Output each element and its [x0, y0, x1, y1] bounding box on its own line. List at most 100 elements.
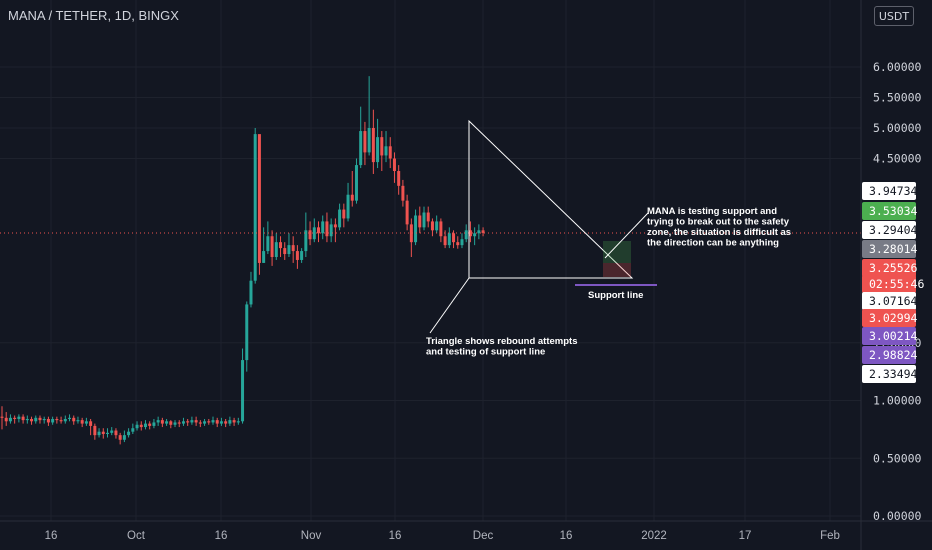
long-position-target-zone	[603, 241, 631, 263]
candle-body	[266, 236, 270, 252]
annotation-leader-line	[429, 277, 470, 334]
x-tick-label: Feb	[820, 530, 840, 542]
candle-body	[160, 420, 164, 424]
candle-body	[177, 422, 181, 424]
candle-body	[241, 360, 245, 422]
candle-body	[376, 137, 380, 163]
price-label-value: 2.33494	[869, 367, 918, 381]
candle-body	[76, 420, 80, 422]
candle-body	[55, 418, 59, 421]
annotation-text: trying to break out to the safety	[647, 217, 790, 228]
candle-body	[249, 280, 253, 305]
y-tick-label: 5.00000	[873, 121, 922, 135]
candle-body	[207, 421, 211, 423]
candle-body	[101, 431, 105, 434]
candle-body	[97, 431, 101, 436]
candle-body	[93, 425, 97, 436]
candle-body	[46, 418, 50, 423]
candle-body	[325, 221, 329, 237]
price-label-badge	[862, 259, 916, 277]
annotation-text: and testing of support line	[426, 347, 545, 358]
price-label-value: 02:55:46	[869, 277, 924, 291]
candle-body	[143, 423, 147, 428]
candle-body	[122, 435, 126, 440]
candle-body	[165, 421, 169, 424]
candle-body	[473, 233, 477, 237]
currency-button[interactable]: USDT	[874, 6, 914, 26]
candle-body	[363, 131, 367, 153]
candle-body	[350, 194, 354, 201]
price-label-badge	[862, 346, 916, 364]
candle-body	[228, 420, 232, 424]
price-label-value: 3.53034	[869, 204, 918, 218]
candle-body	[13, 417, 17, 419]
chart-title: MANA / TETHER, 1D, BINGX	[8, 8, 179, 23]
price-label-value: 3.25526	[869, 261, 918, 275]
candle-body	[203, 421, 207, 424]
candle-body	[300, 251, 304, 260]
price-label-badge	[862, 309, 916, 327]
candle-body	[224, 421, 228, 424]
price-label-value: 3.94734	[869, 184, 918, 198]
candle-body	[4, 417, 8, 422]
candle-body	[89, 421, 93, 426]
candle-body	[447, 233, 451, 246]
candle-body	[114, 430, 118, 436]
candle-body	[317, 227, 320, 234]
x-tick-label: Oct	[127, 530, 146, 542]
price-axis-labels: 3.94734 3.53034 3.29404 3.28014 3.25526 02:55…	[862, 182, 924, 383]
candle-body	[152, 422, 156, 426]
candle-body	[338, 209, 342, 228]
candle-body	[291, 245, 295, 252]
candle-body	[354, 165, 358, 201]
candle-body	[312, 227, 316, 240]
candle-body	[245, 304, 249, 361]
price-label-badge	[862, 221, 916, 239]
x-tick-label: Dec	[473, 530, 494, 542]
annotation-text: Triangle shows rebound attempts	[426, 336, 578, 347]
candle-body	[422, 212, 426, 228]
candle-body	[17, 416, 21, 419]
candle-body	[110, 430, 114, 433]
annotation-leader-line	[604, 212, 649, 259]
candle-body	[34, 417, 38, 422]
candle-body	[405, 200, 409, 225]
price-label-badge	[862, 365, 916, 383]
candle-body	[371, 128, 375, 163]
time-axis-ticks[interactable]: 16 Oct 16 Nov 16 Dec 16 2022 17 Feb	[45, 530, 840, 542]
candle-body	[435, 221, 439, 231]
candle-body	[270, 236, 274, 257]
candle-body	[392, 158, 396, 172]
candle-body	[21, 416, 25, 421]
candle-body	[236, 421, 240, 423]
triangle-pattern	[468, 119, 634, 279]
candle-body	[456, 242, 460, 246]
candle-body	[329, 224, 333, 237]
candle-body	[460, 239, 464, 246]
price-label-value: 3.00214	[869, 329, 918, 343]
candle-body	[131, 428, 135, 432]
candle-body	[308, 230, 312, 240]
candle-body	[30, 418, 34, 422]
candle-body	[215, 420, 219, 424]
candle-body	[80, 420, 84, 424]
candle-body	[262, 251, 266, 263]
y-tick-label: 1.00000	[873, 394, 922, 408]
candle-body	[295, 251, 299, 260]
price-label-badge	[862, 182, 916, 200]
y-tick-label: 4.50000	[873, 152, 922, 166]
candle-body	[173, 422, 177, 425]
candle-body	[384, 146, 388, 156]
candle-body	[342, 209, 346, 219]
candle-body	[359, 131, 363, 166]
drawings-group	[429, 119, 657, 334]
candle-body	[0, 416, 4, 418]
candle-body	[388, 146, 392, 159]
candle-body	[443, 236, 447, 246]
price-label-value: 3.07164	[869, 294, 918, 308]
candle-body	[477, 230, 481, 234]
y-tick-label: 0.50000	[873, 451, 922, 465]
